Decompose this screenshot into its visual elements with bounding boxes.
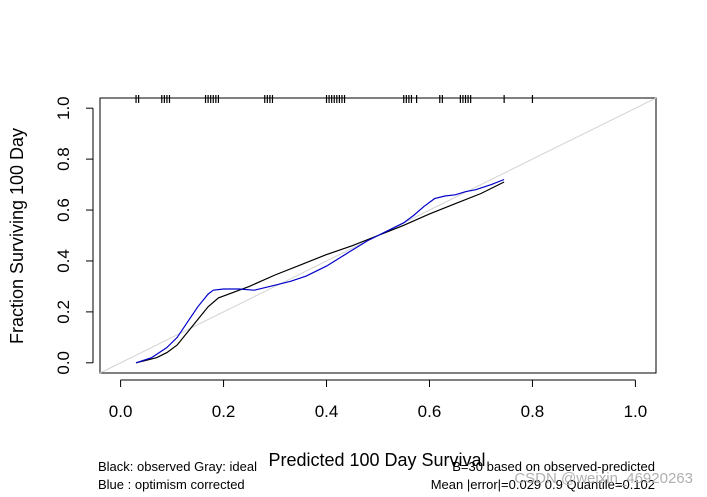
x-tick-label: 0.4	[315, 402, 339, 421]
y-axis-title: Fraction Surviving 100 Day	[7, 128, 27, 344]
bootstrap-note: B=30 based on observed-predicted	[452, 459, 655, 474]
x-axis: 0.0 0.2 0.4 0.6 0.8 1.0	[109, 379, 648, 421]
x-tick-label: 0.8	[521, 402, 545, 421]
optimism-corrected-line	[135, 178, 505, 364]
x-tick-label: 0.6	[418, 402, 442, 421]
rug-marks	[135, 95, 534, 103]
x-tick-label: 0.0	[109, 402, 133, 421]
legend-note-observed-ideal: Black: observed Gray: ideal	[98, 459, 257, 474]
y-tick-label: 1.0	[54, 96, 73, 120]
x-tick-label: 0.2	[212, 402, 236, 421]
x-tick-label: 1.0	[624, 402, 648, 421]
y-tick-label: 0.6	[54, 198, 73, 222]
y-axis: 0.0 0.2 0.4 0.6 0.8 1.0	[54, 96, 94, 375]
series-layer	[99, 97, 657, 374]
plot-frame	[99, 97, 657, 374]
y-tick-label: 0.8	[54, 147, 73, 171]
error-summary: Mean |error|=0.029 0.9 Quantile=0.102	[431, 477, 655, 492]
observed-line	[135, 181, 505, 364]
y-tick-label: 0.0	[54, 351, 73, 375]
x-axis-title: Predicted 100 Day Survival	[268, 450, 485, 470]
legend-note-optimism-corrected: Blue : optimism corrected	[98, 477, 245, 492]
watermark: CSDN @weixin_46920263	[514, 470, 693, 487]
y-tick-label: 0.4	[54, 249, 73, 273]
y-tick-label: 0.2	[54, 300, 73, 324]
